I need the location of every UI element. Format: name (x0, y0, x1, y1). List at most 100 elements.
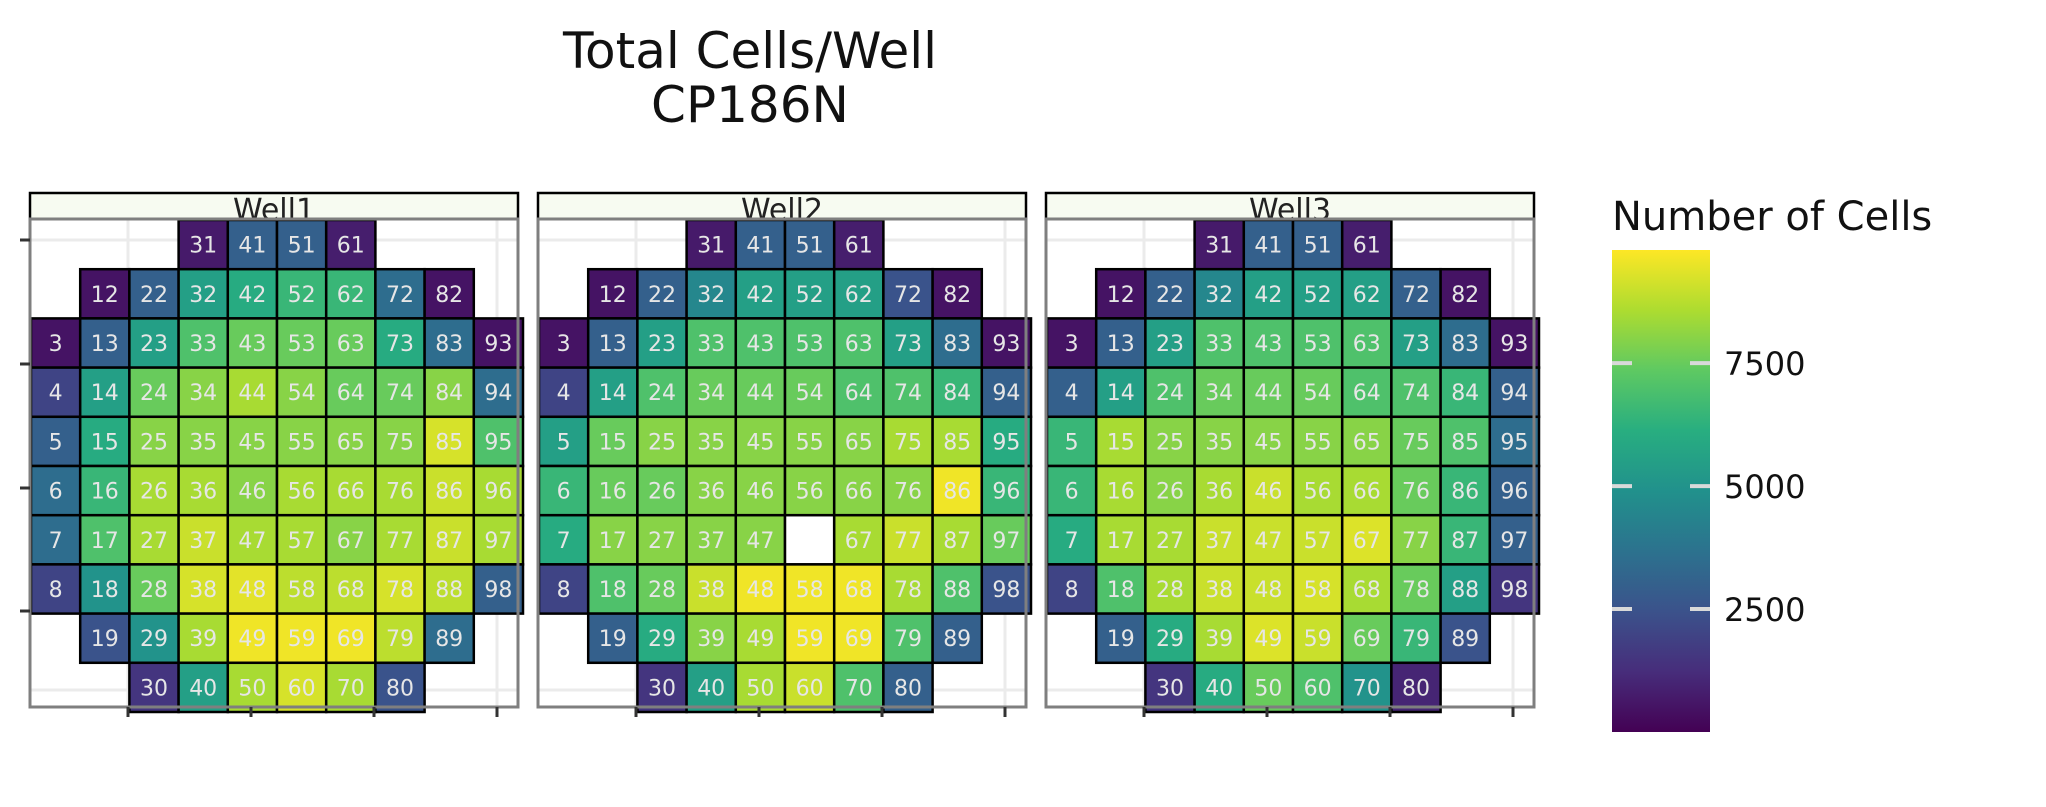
tile-label: 37 (189, 529, 217, 554)
tile-label: 50 (1254, 676, 1282, 701)
heatmap-tile (275, 612, 328, 665)
tile-label: 63 (845, 332, 873, 357)
tile-label: 3 (49, 332, 63, 357)
tile-label: 35 (1205, 430, 1233, 455)
tile-label: 34 (189, 381, 217, 406)
legend-tick-label: 5000 (1724, 468, 1805, 506)
tile-label: 79 (1402, 627, 1430, 652)
tile-label: 27 (648, 529, 676, 554)
tile-label: 97 (992, 529, 1020, 554)
tile-label: 44 (238, 381, 266, 406)
tile-label: 67 (1353, 529, 1381, 554)
tile-label: 77 (894, 529, 922, 554)
heatmap-tile (1242, 464, 1295, 517)
heatmap-tile (29, 464, 82, 517)
tile-label: 77 (1402, 529, 1430, 554)
tile-label: 36 (697, 480, 725, 505)
tile-label: 29 (648, 627, 676, 652)
tile-label: 87 (435, 529, 463, 554)
tile-label: 95 (992, 430, 1020, 455)
tile-label: 30 (1156, 676, 1184, 701)
heatmap-tile (882, 464, 934, 517)
tile-label: 89 (943, 627, 971, 652)
tile-label: 79 (894, 627, 922, 652)
tile-label: 19 (599, 627, 627, 652)
tile-label: 89 (435, 627, 463, 652)
heatmap-tile (177, 661, 230, 714)
tile-label: 70 (845, 676, 873, 701)
tile-label: 64 (337, 381, 365, 406)
chart-title-line-2: CP186N (651, 76, 849, 134)
tile-label: 54 (288, 381, 316, 406)
tile-label: 54 (1304, 381, 1332, 406)
tile-label: 3 (1065, 332, 1079, 357)
heatmap-tile (78, 513, 131, 566)
tile-label: 86 (435, 480, 463, 505)
tile-label: 42 (746, 283, 774, 308)
heatmap-tile (1193, 464, 1246, 517)
heatmap-tile (537, 513, 590, 566)
tile-label: 56 (796, 480, 824, 505)
tile-label: 72 (1402, 283, 1430, 308)
heatmap-tile (734, 366, 787, 419)
heatmap-tile (374, 513, 426, 566)
heatmap-tile (931, 366, 984, 419)
tile-label: 8 (1065, 578, 1079, 603)
tile-label: 26 (140, 480, 168, 505)
heatmap-tile (128, 661, 180, 714)
tile-label: 98 (484, 578, 512, 603)
tile-label: 35 (189, 430, 217, 455)
heatmap-tile (1390, 415, 1442, 468)
tile-label: 51 (1304, 234, 1332, 259)
tile-label: 80 (894, 676, 922, 701)
tile-label: 28 (1156, 578, 1184, 603)
heatmap-tile (1439, 513, 1492, 566)
heatmap-tile (980, 415, 1033, 468)
heatmap-tile (636, 415, 688, 468)
tile-label: 23 (140, 332, 168, 357)
legend-tick-label: 7500 (1724, 345, 1805, 383)
tile-label: 74 (386, 381, 414, 406)
tile-label: 67 (337, 529, 365, 554)
tile-label: 55 (1304, 430, 1332, 455)
heatmap-tile (1390, 317, 1442, 369)
tile-label: 26 (648, 480, 676, 505)
tile-label: 44 (1254, 381, 1282, 406)
heatmap-tile (931, 317, 984, 369)
tile-label: 41 (746, 234, 774, 259)
heatmap-tile (685, 366, 738, 419)
heatmap-tile (685, 513, 738, 566)
heatmap-tile (586, 464, 639, 517)
tile-label: 75 (894, 430, 922, 455)
tile-label: 16 (599, 480, 627, 505)
tile-label: 43 (746, 332, 774, 357)
tile-label: 51 (288, 234, 316, 259)
heatmap-tile (1488, 513, 1541, 566)
tile-label: 14 (91, 381, 119, 406)
heatmap-tile (374, 415, 426, 468)
tile-label: 30 (140, 676, 168, 701)
tile-label: 97 (1500, 529, 1528, 554)
tile-label: 94 (992, 381, 1020, 406)
tile-label: 78 (894, 578, 922, 603)
heatmap-tile (1094, 267, 1147, 320)
tile-label: 63 (337, 332, 365, 357)
tile-label: 93 (1500, 332, 1528, 357)
tile-label: 96 (1500, 480, 1528, 505)
tile-label: 40 (697, 676, 725, 701)
tile-label: 4 (49, 381, 63, 406)
tile-label: 22 (1156, 283, 1184, 308)
tile-label: 55 (796, 430, 824, 455)
tile-label: 38 (189, 578, 217, 603)
tile-label: 76 (386, 480, 414, 505)
tile-label: 94 (484, 381, 512, 406)
tile-label: 76 (894, 480, 922, 505)
tile-label: 64 (845, 381, 873, 406)
tile-label: 53 (1304, 332, 1332, 357)
heatmap-tile (1094, 366, 1147, 419)
legend-colorbar (1612, 250, 1710, 732)
tile-label: 84 (943, 381, 971, 406)
tile-label: 40 (1205, 676, 1233, 701)
